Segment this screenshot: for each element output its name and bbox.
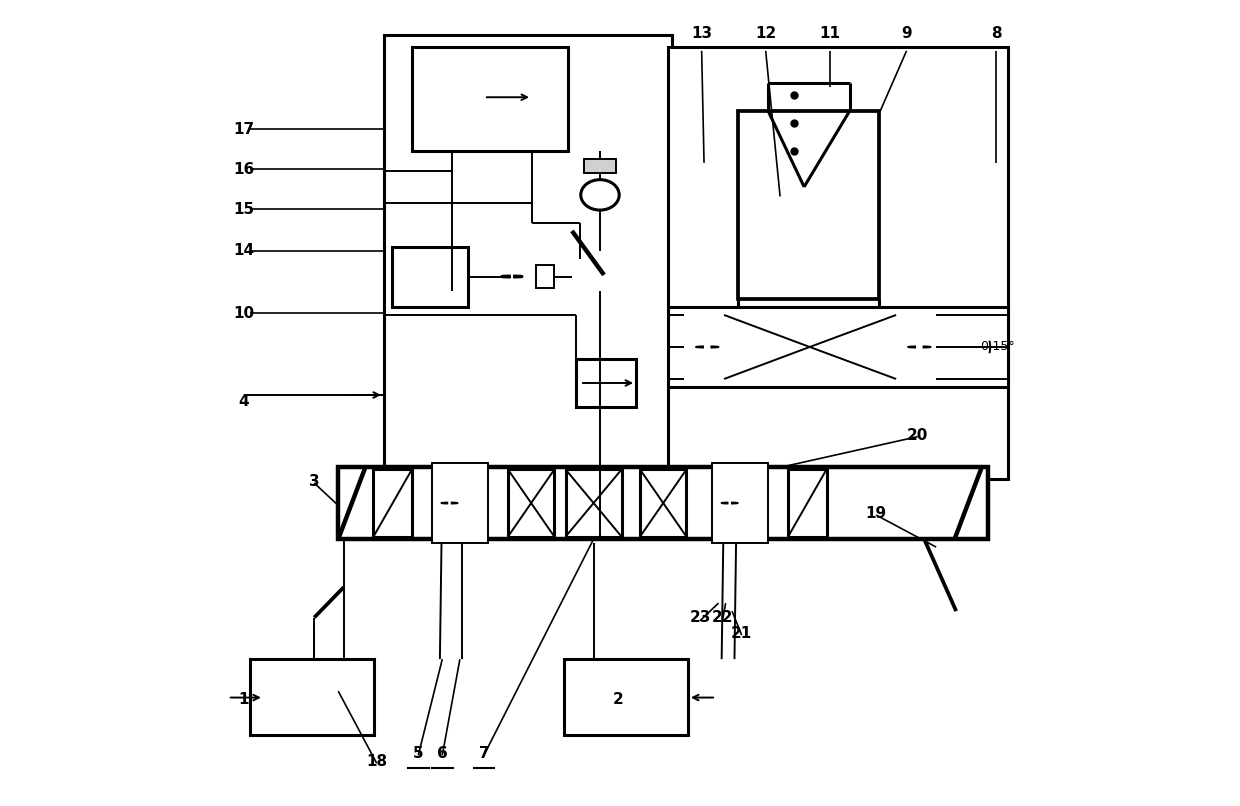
Text: 2: 2 [613,692,624,707]
Text: 7: 7 [479,746,490,761]
Text: 11: 11 [820,26,841,40]
Bar [712,463,768,543]
Text: 5: 5 [413,746,424,761]
Bar [412,47,568,151]
Bar [668,307,1008,387]
Text: 8: 8 [991,26,1002,40]
Text: 4: 4 [238,394,249,409]
Bar [432,463,487,543]
Bar [564,659,688,735]
Text: 6: 6 [436,746,448,761]
Text: 10: 10 [233,305,254,321]
Bar [789,469,827,537]
Bar [584,159,616,173]
Text: 23: 23 [689,610,711,625]
Text: 22: 22 [712,610,733,625]
Text: 14: 14 [233,243,254,259]
Bar [508,469,554,537]
Bar [250,659,374,735]
Text: 20: 20 [908,427,929,442]
Text: 9: 9 [901,26,911,40]
Text: 19: 19 [866,506,887,521]
Bar [668,47,1008,479]
Text: 18: 18 [366,754,387,769]
Bar [392,247,467,307]
Bar [384,35,672,479]
Bar [640,469,687,537]
Ellipse shape [580,180,619,210]
Text: 16: 16 [233,162,254,177]
Text: 21: 21 [732,626,753,641]
Bar [339,467,988,539]
Text: 1: 1 [238,692,249,707]
Bar [373,469,412,537]
Text: 13: 13 [691,26,712,40]
Text: 0-15°: 0-15° [980,340,1016,354]
Text: 17: 17 [233,122,254,137]
Bar [565,469,621,537]
Bar [739,111,879,299]
Text: 12: 12 [755,26,776,40]
Bar [575,359,636,407]
Bar [536,265,553,288]
Text: 15: 15 [233,202,254,217]
Text: 3: 3 [309,474,320,489]
